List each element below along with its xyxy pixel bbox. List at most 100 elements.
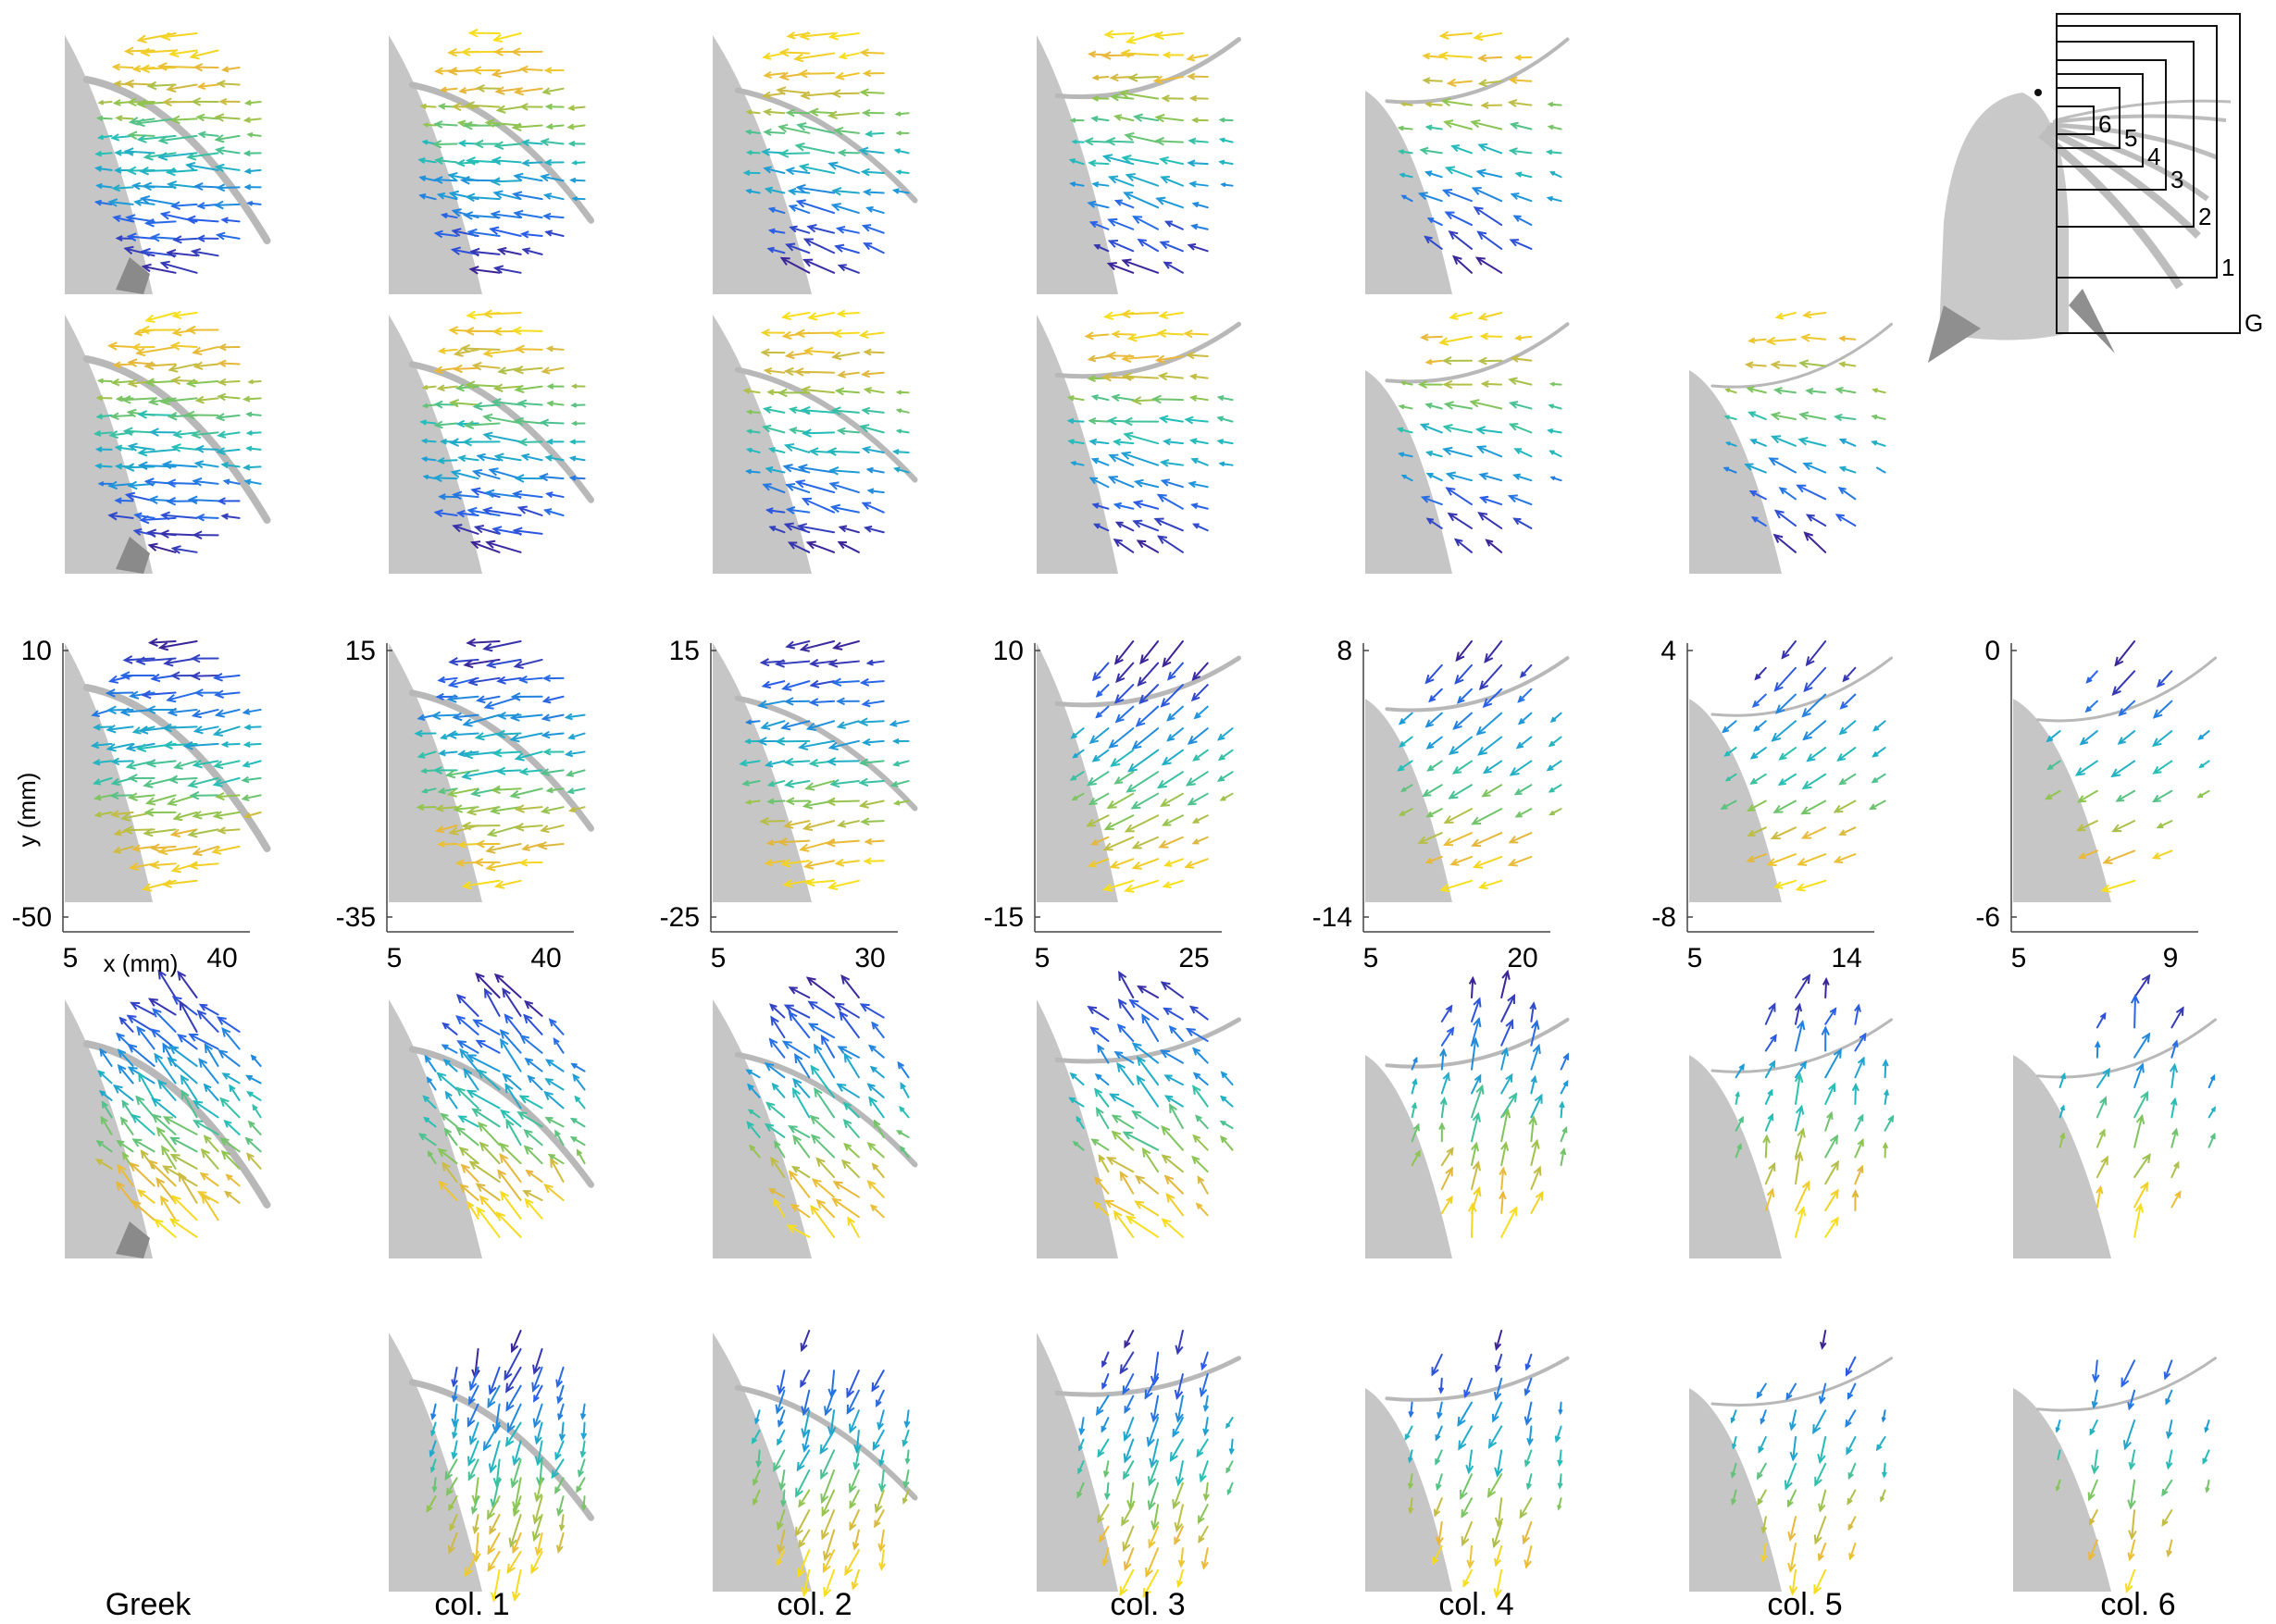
velocity-arrow [1466,1544,1474,1569]
velocity-arrow [510,47,543,56]
velocity-arrow [1121,372,1160,381]
velocity-arrow [1749,747,1767,760]
velocity-arrow [500,1190,522,1220]
velocity-arrow [452,524,479,535]
velocity-arrow [1091,95,1110,102]
velocity-arrow [523,1129,543,1147]
velocity-arrow [491,748,522,758]
foot-shape [116,1221,150,1258]
velocity-arrow [763,108,786,117]
velocity-arrow [93,199,113,206]
field-panel-r1-c3 [713,31,918,294]
velocity-arrow [187,495,219,505]
velocity-arrow [1800,800,1827,815]
velocity-arrow [830,203,860,215]
velocity-arrow [2100,879,2136,893]
velocity-arrow [496,676,522,685]
velocity-arrow [1442,423,1473,434]
velocity-arrow [1812,1409,1827,1435]
velocity-arrow [1094,1087,1110,1108]
velocity-arrow [579,1440,587,1458]
velocity-arrow [1545,149,1562,155]
velocity-arrow [446,694,479,703]
velocity-arrow [532,1495,543,1525]
velocity-arrow [451,1440,458,1460]
field-panel-r3-c3 [713,640,918,902]
velocity-arrow [785,108,811,118]
velocity-arrow [1076,1481,1085,1499]
velocity-arrow [802,238,836,254]
velocity-arrow [1192,1047,1209,1064]
velocity-arrow [471,1495,479,1515]
velocity-arrow [1425,517,1443,529]
velocity-arrow [159,529,198,539]
velocity-arrow [467,1458,479,1481]
velocity-arrow [171,1195,198,1221]
velocity-arrow [2166,1419,2173,1440]
velocity-arrow [861,369,885,378]
velocity-arrow [770,1156,786,1179]
velocity-arrow [1494,1544,1503,1568]
velocity-arrow [1109,858,1135,869]
velocity-arrow [1108,453,1135,466]
velocity-arrow [1477,512,1503,529]
velocity-arrow [1549,712,1562,724]
velocity-arrow [468,266,501,275]
velocity-arrow [475,839,501,849]
velocity-arrow [1166,705,1184,722]
velocity-arrow [1187,727,1209,745]
velocity-arrow [1399,736,1413,748]
velocity-arrow [161,879,198,888]
velocity-arrow [1760,1409,1767,1425]
velocity-arrow [1876,466,1886,474]
velocity-arrow [1108,1093,1135,1108]
velocity-arrow [417,750,437,759]
velocity-arrow [1499,1166,1507,1191]
velocity-arrow [177,1034,198,1050]
velocity-arrow [214,113,241,122]
velocity-arrow [1093,243,1110,253]
velocity-arrow [1424,403,1443,410]
velocity-arrow [1097,1044,1110,1064]
velocity-arrow [106,742,134,752]
velocity-arrow [1788,1409,1797,1432]
velocity-arrow [1824,1216,1839,1238]
velocity-arrow [1514,808,1533,818]
velocity-arrow [188,861,219,870]
velocity-arrow [185,325,219,335]
velocity-arrow [93,776,113,786]
velocity-arrow [866,488,885,494]
velocity-arrow [107,198,134,207]
velocity-arrow [1087,1005,1110,1021]
velocity-arrow [831,1197,860,1219]
velocity-arrow [476,695,501,704]
velocity-arrow [2096,1184,2104,1209]
velocity-arrow [1854,1164,1864,1185]
bristle [2036,656,2217,723]
velocity-arrow [479,1195,501,1220]
velocity-arrow [217,392,241,402]
bristle [1054,1017,1241,1064]
velocity-arrow [541,730,565,739]
velocity-arrow [1133,478,1160,489]
velocity-arrow [147,638,177,647]
velocity-arrow [1095,1106,1110,1130]
velocity-arrow [219,1097,241,1119]
velocity-arrow [1818,1489,1827,1513]
velocity-arrow [524,999,543,1017]
velocity-arrow [141,689,177,700]
velocity-arrow [2057,1449,2061,1461]
velocity-arrow [472,1019,501,1035]
velocity-arrow [747,1109,761,1119]
velocity-arrow [1101,154,1135,166]
velocity-arrow [1190,502,1209,510]
velocity-arrow [456,840,479,849]
velocity-arrow [141,263,177,274]
velocity-arrow [1158,310,1184,320]
velocity-arrow [842,1118,860,1138]
velocity-arrow [491,526,522,535]
velocity-arrow [1186,54,1209,62]
velocity-arrow [2117,730,2136,745]
velocity-arrow [540,768,565,777]
velocity-arrow [472,402,501,411]
